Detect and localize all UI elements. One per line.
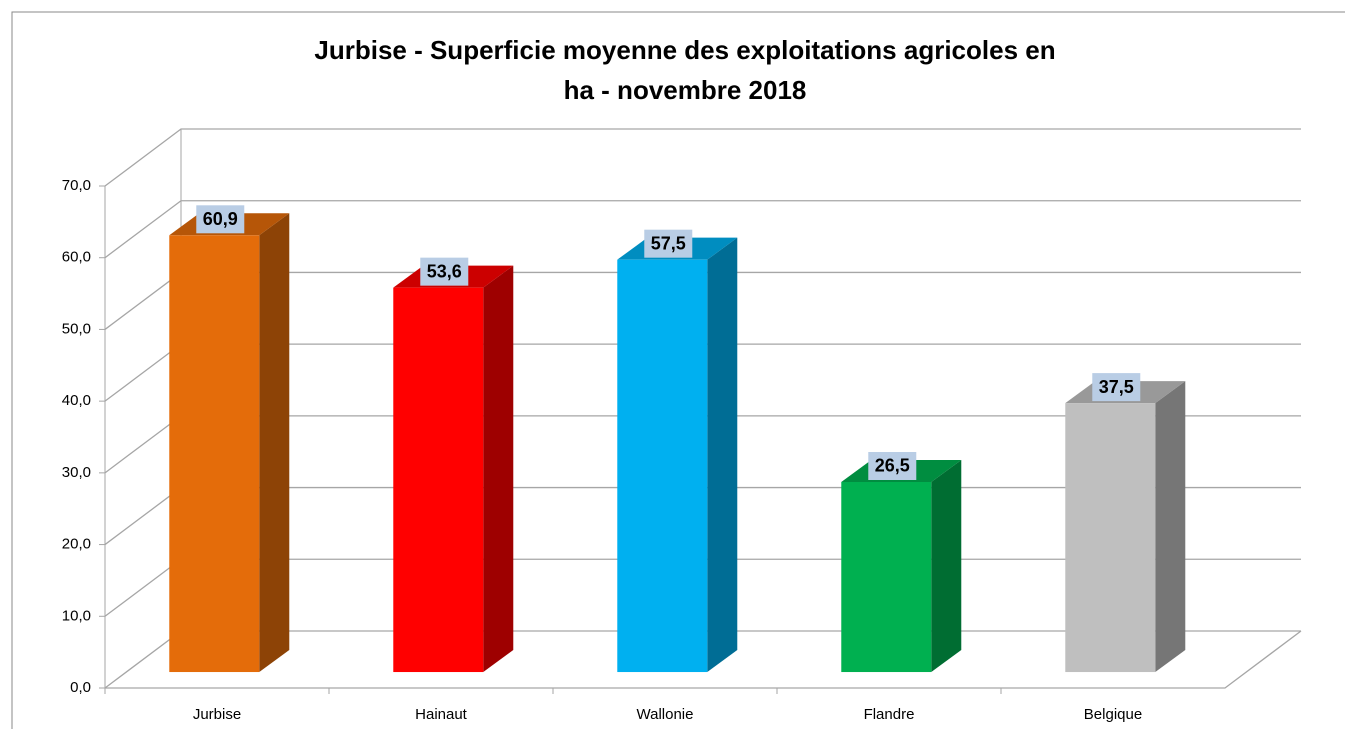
y-tick-label: 10,0 (62, 607, 91, 624)
x-tick-label: Flandre (864, 706, 915, 723)
x-tick-label: Wallonie (637, 706, 694, 723)
bar-side (707, 237, 738, 673)
bar-front (393, 287, 484, 673)
y-tick-label: 50,0 (62, 320, 91, 337)
bar-side (483, 265, 514, 673)
value-label-box (196, 205, 245, 234)
floor-edge (105, 630, 1302, 689)
bar-side (259, 213, 290, 673)
bar-side (931, 459, 962, 673)
value-label-box (420, 257, 469, 286)
value-label: 26,5 (875, 456, 910, 476)
value-label: 60,9 (203, 209, 238, 229)
bar-front (1065, 403, 1156, 673)
y-tick-label: 70,0 (62, 177, 91, 194)
bar-side (1155, 381, 1186, 673)
value-label: 37,5 (1099, 377, 1134, 397)
bar-front (841, 481, 932, 673)
y-tick-label: 0,0 (70, 679, 91, 696)
x-tick-label: Belgique (1084, 706, 1142, 723)
bar (841, 459, 962, 673)
x-tick-label: Jurbise (193, 706, 241, 723)
value-label-box (644, 229, 693, 258)
value-label: 57,5 (651, 233, 686, 253)
y-tick-label: 40,0 (62, 392, 91, 409)
grid-line (104, 200, 1301, 259)
bar-front (169, 235, 260, 673)
bar (169, 213, 290, 673)
value-label: 53,6 (427, 261, 462, 281)
y-tick-label: 60,0 (62, 249, 91, 266)
bar (617, 237, 738, 673)
bar-front (617, 259, 708, 673)
chart-frame (11, 11, 1345, 729)
value-label-box (868, 451, 917, 480)
y-tick-label: 30,0 (62, 464, 91, 481)
value-label-box (1092, 373, 1141, 402)
grid-line (104, 128, 1301, 187)
x-tick-label: Hainaut (415, 706, 468, 723)
bar (393, 265, 514, 673)
y-tick-label: 20,0 (62, 536, 91, 553)
chart-title: Jurbise - Superficie moyenne des exploit… (314, 35, 1056, 105)
bar (1065, 381, 1186, 673)
